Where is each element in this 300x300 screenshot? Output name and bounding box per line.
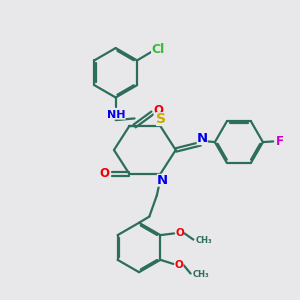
Text: O: O [175,260,183,270]
Text: S: S [156,112,166,126]
Text: N: N [157,174,168,187]
Text: CH₃: CH₃ [195,236,212,245]
Text: O: O [175,228,184,238]
Text: F: F [275,135,284,148]
Text: CH₃: CH₃ [192,270,209,279]
Text: N: N [196,132,208,145]
Text: O: O [100,167,110,180]
Text: O: O [154,104,164,117]
Text: NH: NH [107,110,126,120]
Text: Cl: Cl [151,43,164,56]
